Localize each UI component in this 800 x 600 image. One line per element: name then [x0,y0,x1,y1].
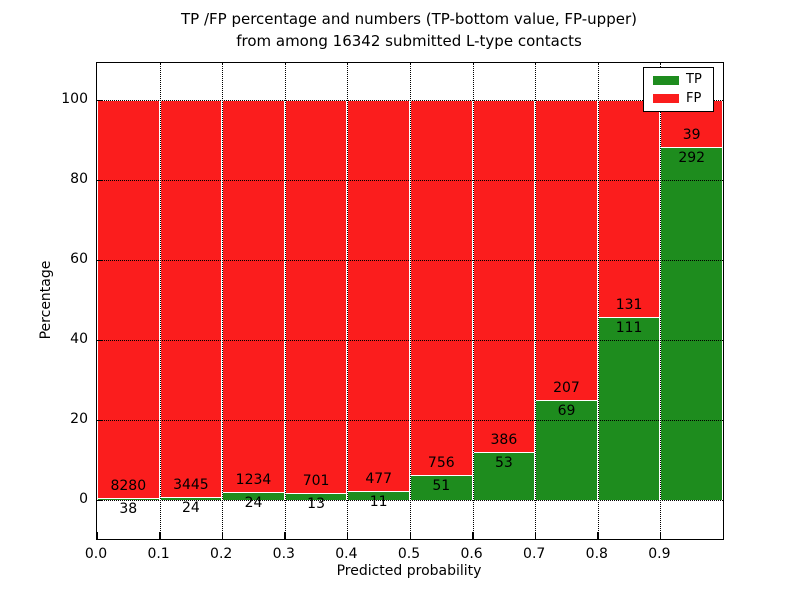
y-tick-mark [97,259,103,261]
x-tick-label: 0.4 [335,546,358,562]
x-gridline [222,63,224,539]
x-tick-mark [597,532,599,539]
fp-count-label: 131 [615,296,643,313]
bar-segment-tp [472,451,536,500]
x-tick-mark [96,532,98,539]
x-axis-label: Predicted probability [336,563,482,579]
chart-title-line2: from among 16342 submitted L-type contac… [236,32,582,50]
y-axis-label: Percentage [38,260,54,340]
x-gridline [284,63,286,539]
plot-area: TP FP 8280 38 3445 24 1234 24 701 13 477 11 756 51 3… [96,62,724,540]
fp-legend-swatch [653,94,679,104]
x-gridline [410,63,411,539]
fp-count-label: 39 [682,127,701,144]
y-tick-label: 100 [61,91,88,107]
x-tick-label: 0.3 [272,546,295,562]
fp-count-label: 3445 [173,477,209,494]
legend-label-tp: TP [686,72,702,88]
tp-legend-swatch [653,75,679,85]
x-gridline [660,63,662,539]
x-tick-label: 0.1 [147,546,170,562]
x-gridline [472,63,474,539]
tp-count-label: 69 [557,403,576,419]
tp-count-label: 11 [369,493,388,510]
tp-count-label: 53 [494,454,513,471]
bar-segment-fp [410,100,473,475]
x-tick-label: 0.8 [585,546,608,562]
y-tick-mark [97,499,103,501]
bar-segment-fp [472,100,536,452]
x-gridline [597,63,599,539]
tp-count-label: 51 [432,477,451,494]
bar-segment-tp [597,316,661,500]
y-tick-mark [97,339,103,341]
x-tick-mark [534,532,537,539]
x-tick-label: 0.0 [84,546,108,562]
y-tick-mark [97,99,103,101]
x-gridline [347,63,349,539]
fp-count-label: 701 [302,472,330,489]
x-tick-label: 0.6 [460,546,483,562]
y-tick-mark [97,179,103,181]
bar-segment-fp [97,100,160,499]
x-gridline [535,63,537,539]
legend: TP FP [643,67,714,112]
x-tick-mark [221,532,224,539]
x-gridline [159,63,161,539]
fp-count-label: 477 [365,470,393,487]
legend-item-fp: FP [644,90,713,106]
fp-count-label: 1234 [235,472,272,489]
legend-item-tp: TP [644,73,713,87]
fp-count-label: 207 [553,380,580,396]
bar-segment-tp [410,474,473,500]
tp-count-label: 13 [307,495,325,512]
x-tick-label: 0.7 [523,546,546,562]
x-tick-label: 0.5 [397,546,421,562]
bar-segment-tp [660,147,723,500]
bar-segment-fp [159,100,223,498]
bar-segment-fp [222,100,285,493]
y-tick-label: 20 [70,411,88,427]
bar-segment-tp [535,400,598,500]
tp-count-label: 24 [181,500,200,517]
fp-count-label: 8280 [110,478,147,495]
bar-segment-fp [347,100,410,491]
tp-count-label: 292 [678,150,706,167]
bar-segment-fp [535,100,598,400]
y-tick-label: 0 [79,491,88,507]
x-tick-mark [659,532,662,539]
tp-count-label: 38 [119,501,138,518]
y-tick-label: 60 [70,251,88,267]
legend-label-fp: FP [686,90,702,106]
x-tick-label: 0.2 [210,546,233,562]
y-tick-label: 40 [70,331,88,347]
x-tick-label: 0.9 [648,546,671,562]
y-tick-mark [97,419,103,421]
x-tick-mark [159,532,161,539]
x-tick-mark [284,532,286,539]
fp-count-label: 386 [490,431,518,448]
x-tick-mark [472,532,474,539]
bar-segment-fp [284,100,348,493]
x-tick-mark [346,532,349,539]
y-tick-label: 80 [70,171,88,187]
tp-count-label: 24 [244,495,263,512]
bar-segment-fp [597,100,661,317]
chart-title-line1: TP /FP percentage and numbers (TP-bottom… [181,10,637,28]
bar-segment-tp [97,498,160,500]
x-tick-mark [409,532,411,539]
tp-count-label: 111 [615,319,643,336]
fp-count-label: 756 [427,454,455,471]
